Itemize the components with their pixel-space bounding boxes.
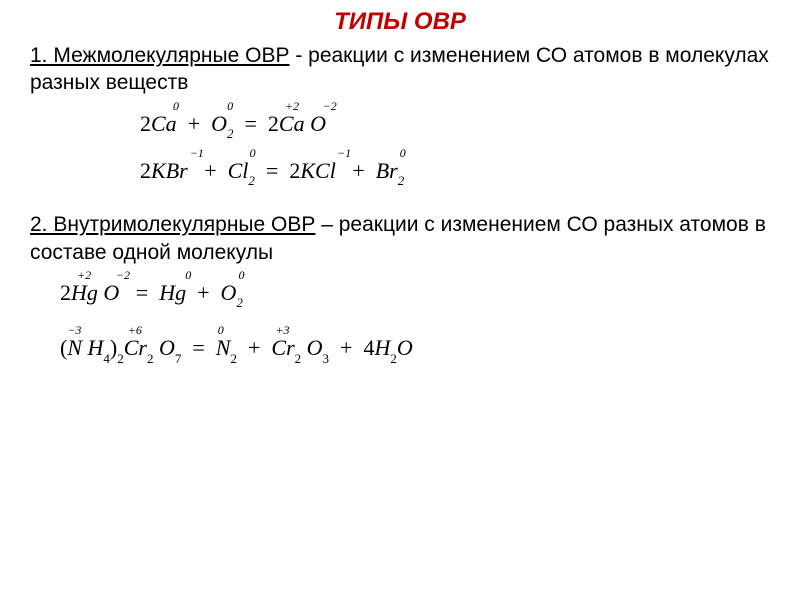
equation-block-1: 2Ca0 + O20 = 2Ca+2 O−2 2KBr−1 + Cl20 = 2… bbox=[0, 101, 800, 198]
section-1-heading: 1. Межмолекулярные ОВР bbox=[30, 44, 289, 67]
equation-2: 2KBr−1 + Cl20 = 2KCl−1 + Br20 bbox=[140, 158, 800, 187]
section-2-heading: 2. Внутримолекулярные ОВР bbox=[30, 213, 315, 236]
page-title: ТИПЫ ОВР bbox=[0, 0, 800, 36]
equation-4: (N−3 H4)2Cr+62 O7 = N02 + Cr+32 O3 + 4H2… bbox=[60, 335, 800, 364]
section-1-definition: 1. Межмолекулярные ОВР - реакции с измен… bbox=[0, 36, 800, 101]
equation-block-2: 2Hg+2 O−2 = Hg0 + O20 (N−3 H4)2Cr+62 O7 … bbox=[0, 270, 800, 375]
equation-3: 2Hg+2 O−2 = Hg0 + O20 bbox=[60, 280, 800, 309]
equation-1: 2Ca0 + O20 = 2Ca+2 O−2 bbox=[140, 111, 800, 140]
section-2-definition: 2. Внутримолекулярные ОВР – реакции с из… bbox=[0, 197, 800, 270]
